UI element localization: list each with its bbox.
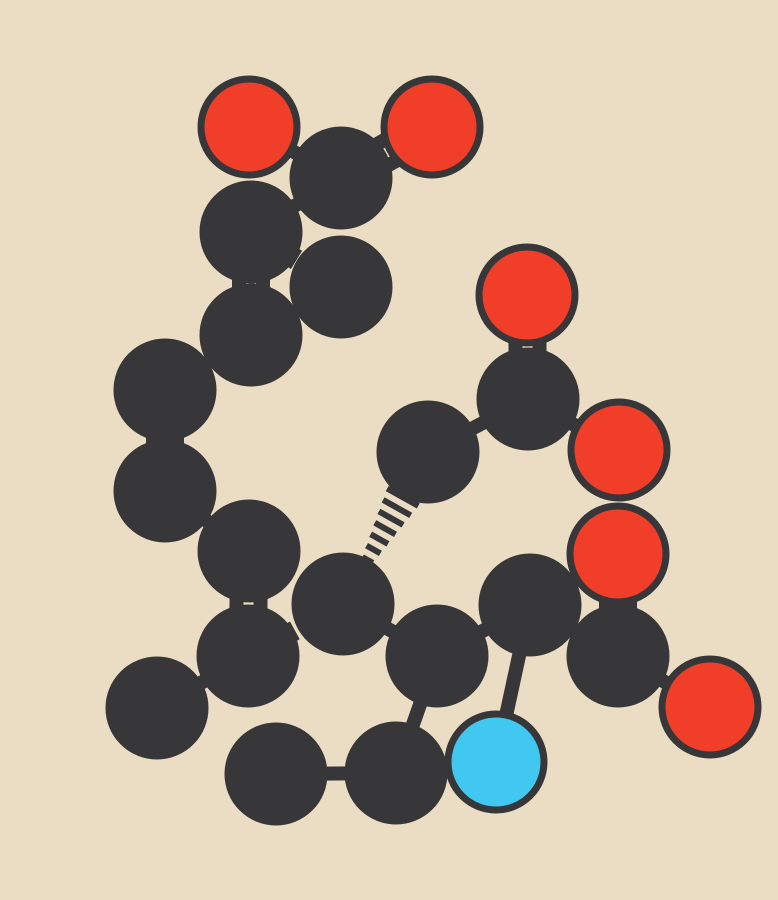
carbon-atom	[389, 608, 485, 704]
carbon-atom	[109, 660, 205, 756]
carbon-atom	[201, 503, 297, 599]
carbon-atom	[482, 557, 578, 653]
carbon-atom	[200, 608, 296, 704]
carbon-atom	[295, 556, 391, 652]
carbon-atom	[203, 184, 299, 280]
carbon-atom	[570, 608, 666, 704]
carbon-atom	[203, 287, 299, 383]
carbon-atom	[480, 351, 576, 447]
carbon-atom	[348, 725, 444, 821]
carbon-atom	[228, 726, 324, 822]
carbon-atom	[117, 342, 213, 438]
oxygen-atom	[662, 659, 758, 755]
carbon-atom	[293, 130, 389, 226]
carbon-atom	[380, 404, 476, 500]
oxygen-atom	[201, 79, 297, 175]
nitrogen-atom	[448, 714, 544, 810]
carbon-atom	[117, 443, 213, 539]
oxygen-atom	[571, 402, 667, 498]
molecule-diagram	[0, 0, 778, 900]
oxygen-atom	[570, 506, 666, 602]
oxygen-atom	[384, 79, 480, 175]
carbon-atom	[293, 239, 389, 335]
oxygen-atom	[479, 247, 575, 343]
